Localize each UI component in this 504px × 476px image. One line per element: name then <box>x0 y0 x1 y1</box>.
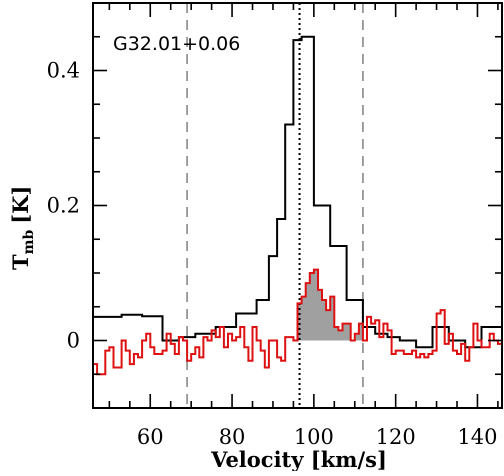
series-line-0 <box>93 35 502 349</box>
x-tick-label: 60 <box>137 425 164 449</box>
source-annotation: G32.01+0.06 <box>113 33 240 55</box>
y-axis-label-main: T <box>8 254 33 270</box>
axes-layer: 60 80 100 120 140 0 0.2 0.4 <box>47 2 503 449</box>
y-axis-label-sub: mb <box>21 230 37 255</box>
y-tick-label: 0.2 <box>47 194 80 218</box>
x-tick-label: 100 <box>294 425 334 449</box>
x-tick-label: 140 <box>457 425 497 449</box>
series-layer <box>93 35 502 376</box>
x-tick-label: 120 <box>376 425 416 449</box>
vline-layer <box>186 3 364 408</box>
y-tick-label: 0.4 <box>47 59 80 83</box>
x-tick-label: 80 <box>219 425 246 449</box>
x-axis-label: Velocity [km/s] <box>210 447 387 471</box>
svg-text:Tmb[K]: Tmb [K] <box>8 186 37 270</box>
y-axis-label: Tmb [K] <box>8 186 37 270</box>
y-tick-label: 0 <box>67 329 80 353</box>
y-axis-label-unit: [K] <box>8 186 33 224</box>
series-line-1 <box>93 268 502 376</box>
